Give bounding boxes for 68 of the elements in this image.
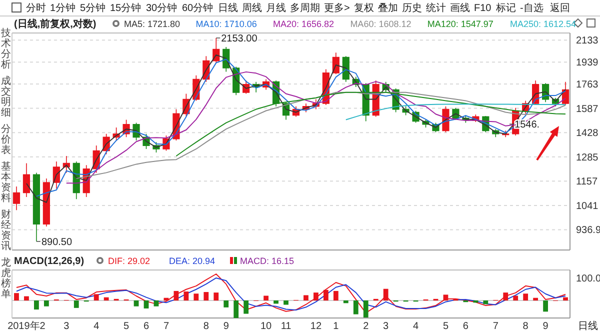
text: MA10: 1710.06	[196, 19, 257, 29]
x-tick-label: 3	[383, 321, 390, 332]
x-tick-label: 9	[542, 321, 549, 332]
chart-title: MACD(12,26,9)	[14, 256, 84, 267]
x-tick-label: 2019年2	[8, 320, 46, 332]
text: DIF: 29.02	[108, 256, 150, 266]
text: 成交明细	[1, 75, 11, 118]
x-tick-label: 2	[363, 321, 370, 332]
x-tick-label: 4	[94, 321, 100, 332]
text: 日线	[218, 2, 238, 14]
text: MA250: 1612.54	[510, 19, 576, 29]
text: 多周期	[290, 2, 320, 14]
text: 技术分析	[0, 27, 11, 70]
x-tick-label: 8	[203, 321, 210, 332]
y-tick-label: 2133	[576, 36, 599, 47]
text: MA120: 1547.97	[427, 19, 494, 29]
text: 基本资料	[1, 160, 11, 204]
text: 1分钟	[50, 2, 76, 14]
text: 分时	[26, 2, 46, 14]
x-tick-label: 4	[412, 321, 419, 332]
y-tick-label: 1587	[576, 104, 599, 115]
text: 返回	[550, 2, 570, 14]
x-tick-label: 10	[260, 321, 272, 332]
text: 日线	[578, 320, 598, 332]
y-tick-label: 1939	[576, 58, 599, 69]
x-tick-label: 5	[124, 321, 130, 332]
x-tick-label: 3	[64, 321, 70, 332]
series-label: DEA: 20.94	[169, 256, 216, 266]
y-tick-label: 1041	[576, 200, 599, 212]
x-tick-label: 11	[280, 321, 292, 332]
x-tick-label: 8	[522, 321, 529, 332]
text: 叠加	[378, 2, 398, 14]
x-tick-label: 9	[223, 321, 230, 332]
x-tick-label: 6	[462, 321, 469, 332]
text: 财经资讯	[1, 208, 11, 252]
text: 更多>	[324, 2, 350, 14]
x-tick-label: 5	[442, 321, 449, 332]
legend-label: MACD: 16.15	[240, 256, 294, 266]
x-tick-label: 7	[492, 321, 499, 332]
text: F10	[474, 3, 492, 14]
text: 画线	[450, 2, 470, 14]
annotation: 890.50	[41, 236, 72, 248]
text: MA60: 1608.12	[350, 19, 412, 29]
text: 15分钟	[110, 2, 142, 14]
x-tick-label: 12	[310, 321, 322, 332]
text: 分价表	[0, 123, 11, 156]
chart-title: (日线,前复权,对数)	[14, 18, 96, 30]
text: 历史	[402, 2, 422, 14]
text: 5分钟	[80, 2, 106, 14]
text: MA20: 1656.82	[273, 19, 334, 29]
text: MA5: 1721.80	[124, 19, 180, 29]
text: 龙虎榜单	[1, 256, 11, 300]
text: 复权	[354, 2, 374, 14]
y-tick-label: 1285	[576, 152, 599, 164]
x-tick-label: 1	[333, 321, 340, 332]
y-tick-label: 1428	[576, 128, 599, 140]
text: 周线	[242, 2, 262, 14]
text: 60分钟	[182, 2, 214, 14]
x-tick-label: 6	[143, 321, 150, 332]
text: 月线	[266, 2, 286, 14]
y-tick-label: 1157	[576, 176, 598, 188]
y-tick-label: 1763	[576, 80, 599, 91]
x-tick-label: 7	[163, 321, 170, 332]
text: 标记	[495, 2, 516, 14]
text: 30分钟	[146, 2, 178, 14]
text: 统计	[426, 2, 446, 14]
annotation: 2153.00	[221, 33, 258, 44]
text: -自选	[520, 2, 544, 14]
